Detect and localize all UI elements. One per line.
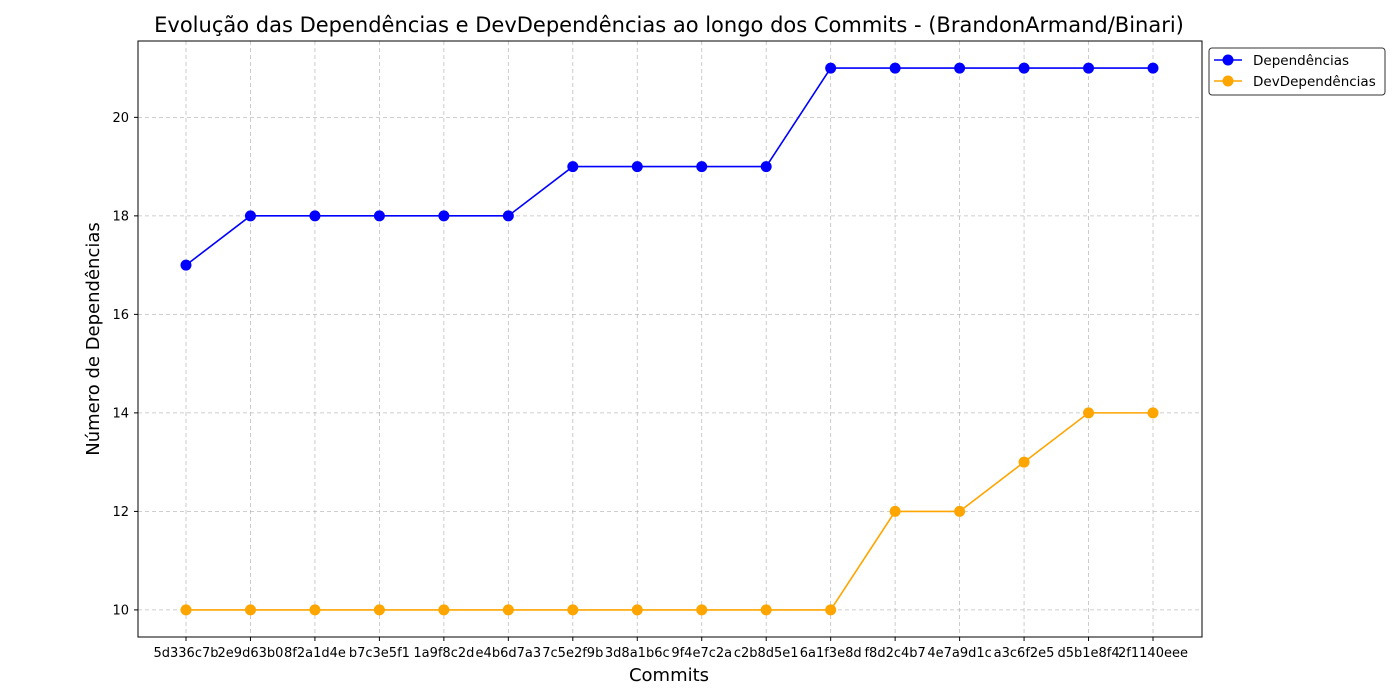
data-point [309, 604, 321, 616]
y-tick-label: 18 [112, 209, 129, 224]
y-tick-label: 10 [112, 603, 129, 618]
data-point [631, 161, 643, 173]
x-tick-label: 9f4e7c2a [671, 646, 732, 661]
x-tick-label: a3c6f2e5 [994, 646, 1055, 661]
data-point [438, 210, 450, 222]
data-point [502, 604, 514, 616]
data-point [696, 161, 708, 173]
y-tick-label: 12 [112, 505, 129, 520]
data-point [760, 604, 772, 616]
legend-marker-1 [1222, 54, 1234, 66]
data-point [1147, 407, 1159, 419]
x-tick-label: 7c5e2f9b [542, 646, 603, 661]
x-tick-label: f8d2c4b7 [864, 646, 925, 661]
data-point [502, 210, 514, 222]
data-point [309, 210, 321, 222]
data-point [373, 604, 385, 616]
data-point [825, 62, 837, 74]
legend: Dependências DevDependências [1208, 47, 1386, 96]
x-axis: 5d336c7b 2e9d63b0 8f2a1d4e b7c3e5f1 1a9f8c2d… [153, 637, 1188, 661]
x-axis-label: Commits [629, 665, 709, 686]
data-point [889, 505, 901, 517]
x-tick-label: 1a9f8c2d [413, 646, 474, 661]
data-point [889, 62, 901, 74]
x-tick-label: 4e7a9d1c [927, 646, 991, 661]
grid [138, 41, 1202, 637]
y-tick-label: 16 [112, 308, 129, 323]
y-tick-label: 20 [112, 111, 129, 126]
data-point [1147, 62, 1159, 74]
data-point [567, 604, 579, 616]
data-point [954, 505, 966, 517]
data-point [1083, 62, 1095, 74]
legend-marker-2 [1222, 75, 1234, 87]
data-point [954, 62, 966, 74]
x-tick-label: d5b1e8f4 [1057, 646, 1119, 661]
legend-frame [1208, 47, 1386, 96]
legend-label-1: Dependências [1253, 53, 1349, 69]
x-tick-label: 3d8a1b6c [605, 646, 670, 661]
data-point [696, 604, 708, 616]
chart-title: Evolução das Dependências e DevDependênc… [154, 13, 1184, 37]
data-point [1018, 456, 1030, 468]
x-tick-label: 2e9d63b0 [218, 646, 284, 661]
x-tick-label: c2b8d5e1 [734, 646, 799, 661]
data-point [180, 604, 192, 616]
x-tick-label: b7c3e5f1 [349, 646, 410, 661]
data-point [244, 604, 256, 616]
data-point [1018, 62, 1030, 74]
data-point [760, 161, 772, 173]
y-axis-label: Número de Dependências [83, 222, 104, 456]
y-tick-label: 14 [112, 406, 129, 421]
legend-label-2: DevDependências [1253, 74, 1376, 90]
series-line-2 [186, 412, 1153, 611]
data-point [373, 210, 385, 222]
series-layer [180, 62, 1159, 616]
series-line-1 [185, 67, 1153, 266]
x-tick-label: 2f1140eee [1118, 646, 1188, 661]
data-point [825, 604, 837, 616]
x-tick-label: 8f2a1d4e [284, 646, 346, 661]
x-tick-label: 5d336c7b [153, 646, 218, 661]
data-point [438, 604, 450, 616]
x-tick-label: 6a1f3e8d [800, 646, 862, 661]
plot-area [137, 40, 1203, 638]
data-point [567, 161, 579, 173]
data-point [631, 604, 643, 616]
data-point [244, 210, 256, 222]
data-point [180, 259, 192, 271]
y-axis: 10 12 14 16 18 20 [112, 111, 138, 618]
data-point [1083, 407, 1095, 419]
x-tick-label: e4b6d7a3 [476, 646, 542, 661]
